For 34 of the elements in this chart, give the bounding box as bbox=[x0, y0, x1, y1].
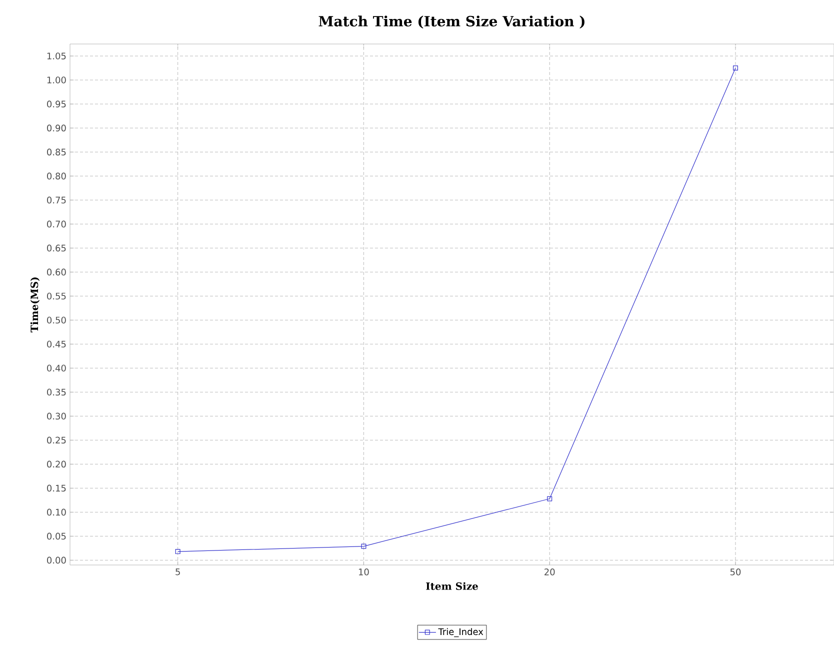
y-tick-label: 0.30 bbox=[47, 412, 66, 420]
y-tick-label: 0.50 bbox=[47, 316, 66, 324]
y-tick-label: 0.55 bbox=[47, 292, 66, 300]
y-tick-label: 0.65 bbox=[47, 244, 66, 252]
y-tick-label: 1.00 bbox=[47, 76, 66, 84]
point bbox=[175, 549, 180, 554]
legend-label: Trie_Index bbox=[438, 628, 484, 638]
point bbox=[547, 496, 552, 502]
y-tick-label: 0.40 bbox=[47, 364, 66, 372]
y-tick-label: 0.35 bbox=[47, 388, 66, 396]
y-tick-label: 0.85 bbox=[47, 148, 66, 156]
y-tick-label: 0.75 bbox=[47, 196, 66, 204]
x-tick-label: 20 bbox=[544, 568, 555, 576]
x-axis-title: Item Size bbox=[426, 582, 478, 590]
y-tick-label: 0.80 bbox=[47, 172, 66, 180]
y-tick-label: 0.25 bbox=[47, 436, 66, 444]
y-tick-label: 1.05 bbox=[47, 52, 66, 60]
y-tick-label: 0.20 bbox=[47, 460, 66, 468]
y-tick-label: 0.15 bbox=[47, 484, 66, 492]
y-tick-label: 0.60 bbox=[47, 268, 66, 276]
y-tick-label: 0.45 bbox=[47, 340, 66, 348]
point bbox=[732, 66, 738, 71]
x-tick-label: 10 bbox=[358, 568, 369, 576]
x-tick-label: 50 bbox=[730, 568, 741, 576]
chart-title: Match Time (Item Size Variation ) bbox=[318, 16, 584, 28]
y-tick-label: 0.90 bbox=[47, 124, 66, 132]
y-tick-label: 0.10 bbox=[47, 508, 66, 516]
y-axis-title: Time(MS) bbox=[30, 277, 40, 332]
y-tick-label: 0.00 bbox=[47, 556, 66, 564]
x-tick-label: 5 bbox=[176, 568, 180, 576]
y-tick-label: 0.95 bbox=[47, 100, 66, 108]
y-tick-label: 0.70 bbox=[47, 220, 66, 228]
y-tick-label: 0.05 bbox=[47, 532, 66, 540]
point bbox=[361, 544, 366, 549]
